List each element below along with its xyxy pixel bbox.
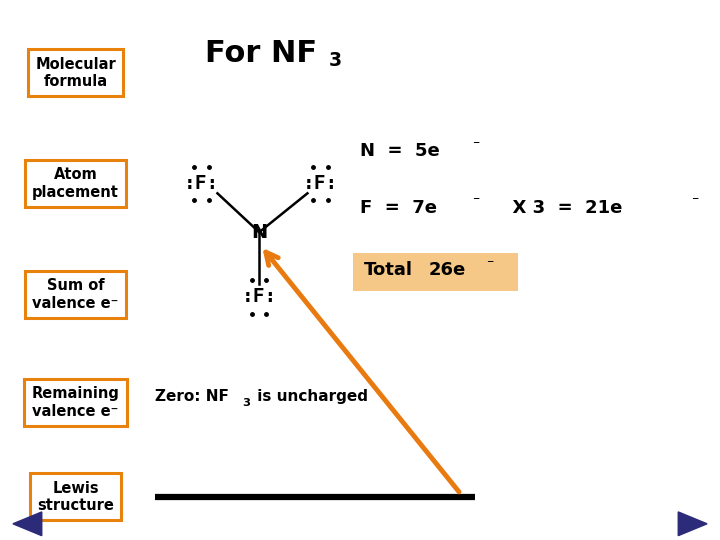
Polygon shape [678,512,707,536]
Text: ⁻: ⁻ [691,194,698,208]
Text: ⁻: ⁻ [472,138,479,152]
Text: :F:: :F: [303,174,338,193]
Text: 26e: 26e [428,261,466,279]
Text: Total: Total [364,261,413,279]
Text: X 3  =  21e: X 3 = 21e [500,199,623,217]
Text: Sum of
valence e⁻: Sum of valence e⁻ [32,278,119,310]
Text: Zero: NF: Zero: NF [155,389,229,404]
Polygon shape [13,512,42,536]
Text: For NF: For NF [205,39,318,69]
Text: 3: 3 [243,399,251,408]
Text: :F:: :F: [242,287,276,307]
Bar [353,253,518,291]
Text: Molecular
formula: Molecular formula [35,57,116,89]
Text: ⁻: ⁻ [486,256,493,271]
Text: Atom
placement: Atom placement [32,167,119,200]
Text: 3: 3 [329,51,342,70]
Text: N  =  5e: N = 5e [360,142,440,160]
Text: F  =  7e: F = 7e [360,199,437,217]
Text: ⁻: ⁻ [472,194,479,208]
Text: Remaining
valence e⁻: Remaining valence e⁻ [32,386,120,418]
Text: N: N [251,222,267,242]
Text: is uncharged: is uncharged [252,389,368,404]
Text: :F:: :F: [184,174,219,193]
Text: Lewis
structure: Lewis structure [37,481,114,513]
